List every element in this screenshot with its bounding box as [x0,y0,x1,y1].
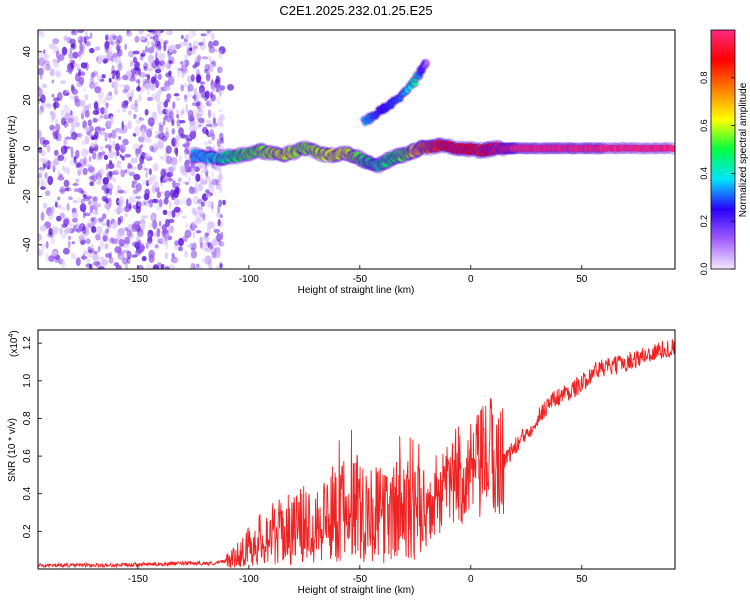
x-tick-label: -50 [353,274,368,285]
snr-y-label: SNR (10 * v/v) [7,418,18,482]
x-tick-label: 50 [576,574,588,585]
colorbar-label: Normalized spectral amplitude [738,82,749,217]
frequency-tracks [188,58,675,174]
x-tick-label: -150 [128,574,148,585]
y-tick-label: 1.0 [22,373,33,387]
y-tick-label: -40 [22,237,33,252]
colorbar-tick-label: 0.4 [699,167,709,180]
y-tick-label: 0.4 [22,486,33,500]
snr-x-ticks: -150 -100 -50 0 50 [128,565,588,585]
spectrogram-panel: -150 -100 -50 0 50 -40 -20 0 20 40 Height of str… [7,29,676,296]
y-tick-label: 0.8 [22,411,33,425]
snr-multiplier: (x104) [8,330,20,357]
snr-frame [37,329,676,570]
colorbar-tick-label: 0.8 [699,72,709,85]
spectrogram-frame [37,29,676,270]
spectrogram-y-label: Frequency (Hz) [7,116,18,185]
x-tick-label: -100 [239,574,259,585]
colorbar: 0.0 0.2 0.4 0.6 0.8 Normalized spectral ampl… [699,29,749,276]
snr-y-ticks: 0.2 0.4 0.6 0.8 1.0 1.2 [22,336,42,538]
colorbar-gradient [710,29,736,270]
y-tick-label: 1.2 [22,336,33,350]
colorbar-tick-label: 0.2 [699,215,709,228]
snr-multiplier-base: (x10 [9,337,20,357]
snr-series-line [38,339,675,569]
spectrogram-x-label: Height of straight line (km) [298,285,415,296]
y-tick-label: 40 [22,46,33,58]
x-tick-label: 50 [576,274,588,285]
x-tick-label: 0 [468,574,474,585]
y-tick-label: 0.2 [22,524,33,538]
x-tick-label: -100 [239,274,259,285]
spectrogram-y-ticks: -40 -20 0 20 40 [22,46,42,252]
chart-title: C2E1.2025.232.01.25.E25 [279,3,432,18]
x-tick-label: 0 [468,274,474,285]
colorbar-tick-label: 0.0 [699,263,709,276]
y-tick-label: 20 [22,94,33,106]
y-tick-label: 0.6 [22,449,33,463]
colorbar-ticks: 0.0 0.2 0.4 0.6 0.8 [699,72,735,276]
x-tick-label: -150 [128,274,148,285]
y-tick-label: 0 [22,145,33,151]
colorbar-tick-label: 0.6 [699,119,709,132]
snr-x-label: Height of straight line (km) [298,585,415,596]
snr-multiplier-exp: 4 [8,334,15,338]
spectrogram-x-ticks: -150 -100 -50 0 50 [128,265,588,285]
snr-panel: -150 -100 -50 0 50 0.2 0.4 0.6 0.8 1.0 1.2 Height… [7,329,676,596]
x-tick-label: -50 [353,574,368,585]
snr-plot-area [38,330,675,569]
snr-multiplier-close: ) [9,330,20,333]
y-tick-label: -20 [22,189,33,204]
